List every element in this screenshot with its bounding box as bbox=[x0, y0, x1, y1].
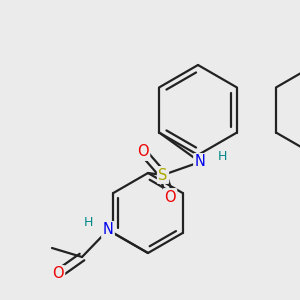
Text: H: H bbox=[83, 217, 93, 230]
Text: S: S bbox=[158, 167, 168, 182]
Text: O: O bbox=[137, 145, 149, 160]
Text: O: O bbox=[164, 190, 176, 205]
Text: H: H bbox=[217, 151, 227, 164]
Text: O: O bbox=[52, 266, 64, 281]
Text: N: N bbox=[195, 154, 206, 169]
Text: N: N bbox=[103, 223, 113, 238]
